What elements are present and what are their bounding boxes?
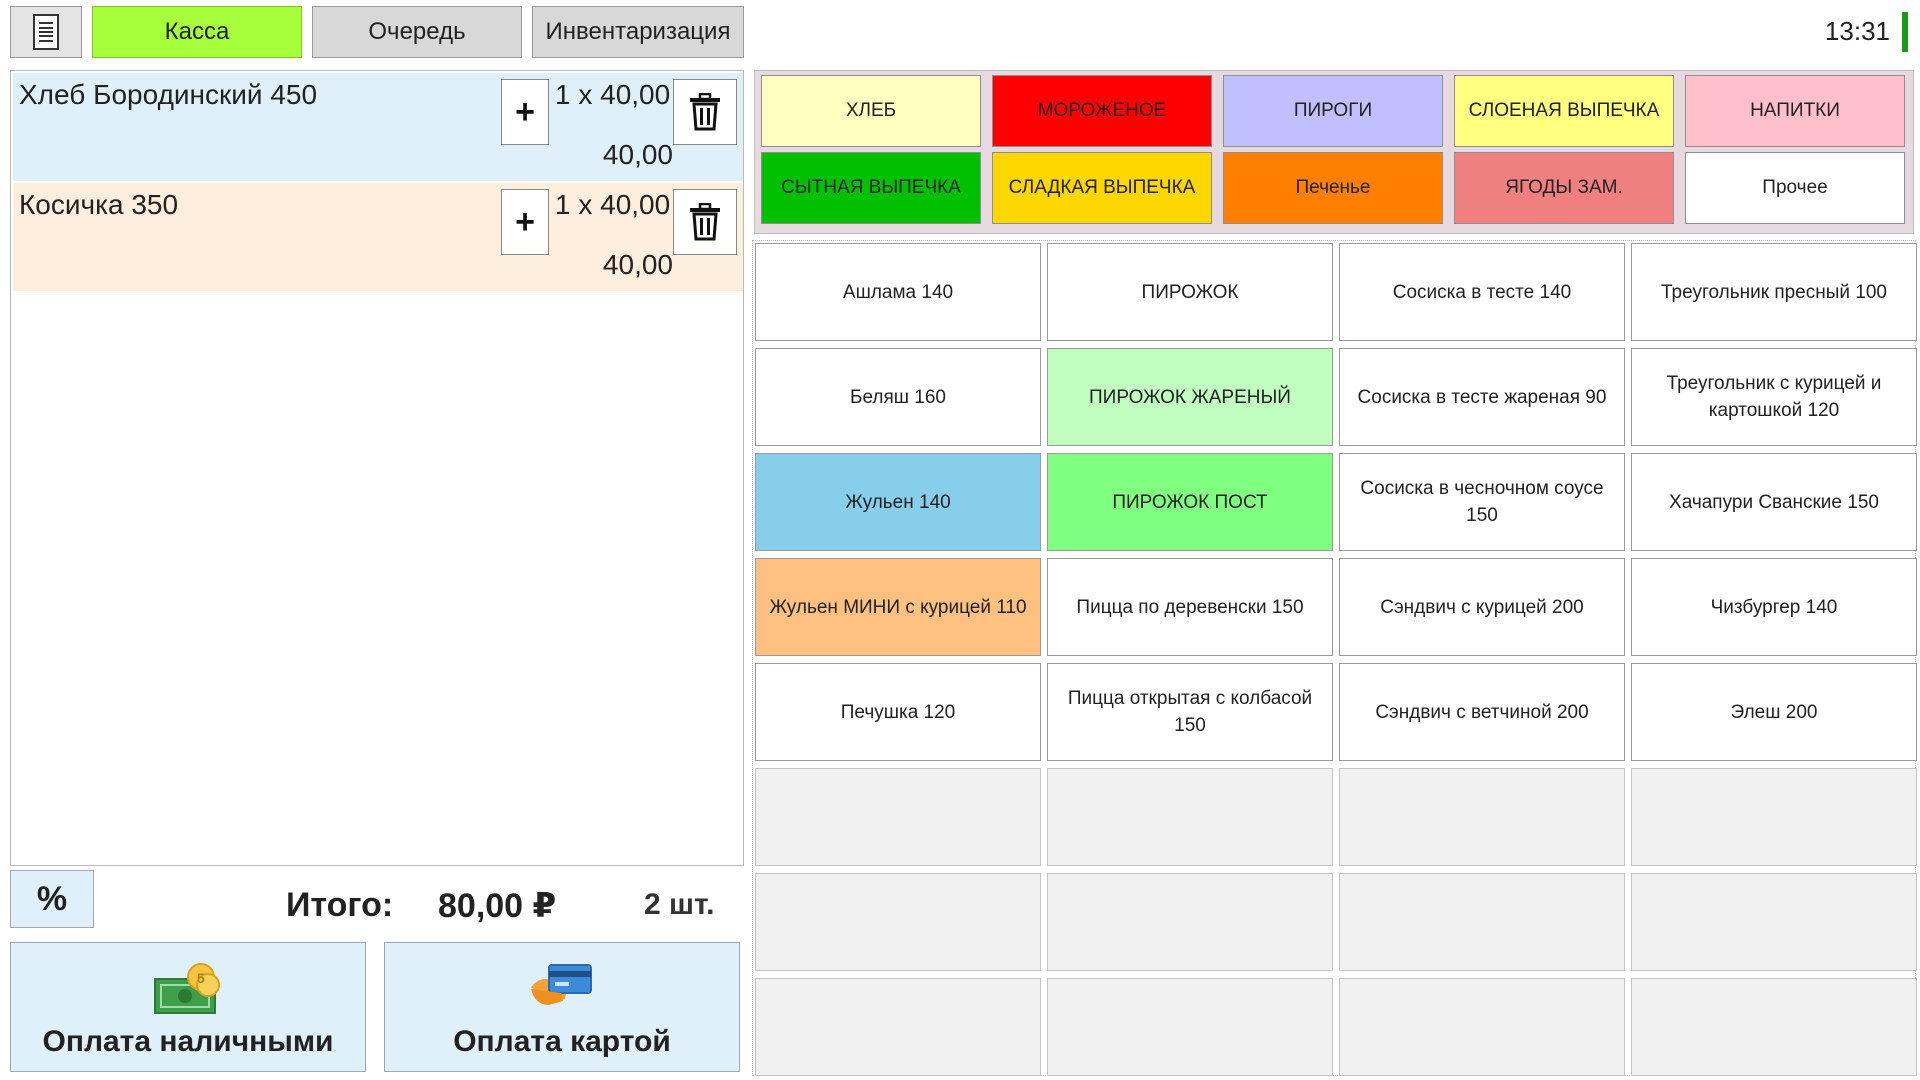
receipt-item-quantity: 1 x 40,00 — [555, 79, 671, 110]
product-button[interactable]: Сосиска в тесте 140 — [1339, 243, 1625, 341]
increase-quantity-button[interactable]: + — [501, 79, 549, 145]
category-button[interactable]: Печенье — [1223, 152, 1443, 224]
tab-queue[interactable]: Очередь — [312, 6, 522, 58]
empty-product-slot — [1047, 873, 1333, 971]
empty-product-slot — [1631, 768, 1917, 866]
pay-card-button[interactable]: Оплата картой — [384, 942, 740, 1072]
receipt-item-name: Хлеб Бородинский 450 — [19, 79, 318, 110]
category-button[interactable]: СЛАДКАЯ ВЫПЕЧКА — [992, 152, 1212, 224]
product-button[interactable]: Треугольник пресный 100 — [1631, 243, 1917, 341]
empty-product-slot — [1047, 978, 1333, 1076]
product-button[interactable]: ПИРОЖОК ЖАРЕНЫЙ — [1047, 348, 1333, 446]
pay-cash-button[interactable]: 5 Оплата наличными — [10, 942, 366, 1072]
product-button[interactable]: Жульен 140 — [755, 453, 1041, 551]
product-button[interactable]: Сэндвич с курицей 200 — [1339, 558, 1625, 656]
svg-text:5: 5 — [197, 970, 205, 986]
trash-icon — [690, 93, 720, 131]
trash-icon — [690, 203, 720, 241]
product-button[interactable]: ПИРОЖОК ПОСТ — [1047, 453, 1333, 551]
category-button[interactable]: МОРОЖЕНОЕ — [992, 75, 1212, 147]
total-value: 80,00 ₽ — [438, 887, 557, 925]
category-button[interactable]: Прочее — [1685, 152, 1905, 224]
discount-button[interactable]: % — [10, 870, 94, 928]
product-button[interactable]: Хачапури Сванские 150 — [1631, 453, 1917, 551]
product-button[interactable]: Чизбургер 140 — [1631, 558, 1917, 656]
product-button[interactable]: Сэндвич с ветчиной 200 — [1339, 663, 1625, 761]
product-button[interactable]: Сосиска в чесночном соусе 150 — [1339, 453, 1625, 551]
category-button[interactable]: НАПИТКИ — [1685, 75, 1905, 147]
clock: 13:31 — [1824, 16, 1890, 46]
receipt-list[interactable]: Хлеб Бородинский 450 + 1 x 40,00 40,00 К… — [10, 70, 744, 866]
delete-item-button[interactable] — [673, 79, 737, 145]
product-button[interactable]: Пицца по деревенски 150 — [1047, 558, 1333, 656]
empty-product-slot — [1339, 873, 1625, 971]
product-button[interactable]: Жульен МИНИ с курицей 110 — [755, 558, 1041, 656]
product-button[interactable]: ПИРОЖОК — [1047, 243, 1333, 341]
product-button[interactable]: Печушка 120 — [755, 663, 1041, 761]
receipt-item-quantity: 1 x 40,00 — [555, 189, 671, 220]
empty-product-slot — [755, 768, 1041, 866]
category-button[interactable]: ЯГОДЫ ЗАМ. — [1454, 152, 1674, 224]
document-icon — [33, 14, 59, 50]
category-button[interactable]: ПИРОГИ — [1223, 75, 1443, 147]
receipt-line[interactable]: Хлеб Бородинский 450 + 1 x 40,00 40,00 — [13, 73, 743, 181]
cash-icon: 5 — [154, 963, 220, 1014]
empty-product-slot — [1047, 768, 1333, 866]
pay-card-label: Оплата картой — [453, 1025, 671, 1058]
category-button[interactable]: ХЛЕБ — [761, 75, 981, 147]
receipt-line[interactable]: Косичка 350 + 1 x 40,00 40,00 — [13, 183, 743, 291]
card-payment-icon — [531, 964, 592, 1005]
category-button[interactable]: СЛОЕНАЯ ВЫПЕЧКА — [1454, 75, 1674, 147]
product-button[interactable]: Треугольник с курицей и картошкой 120 — [1631, 348, 1917, 446]
delete-item-button[interactable] — [673, 189, 737, 255]
receipt-item-sum: 40,00 — [602, 249, 673, 280]
empty-product-slot — [755, 873, 1041, 971]
item-count: 2 шт. — [644, 888, 715, 921]
empty-product-slot — [1631, 873, 1917, 971]
product-button[interactable]: Ашлама 140 — [755, 243, 1041, 341]
empty-product-slot — [1339, 768, 1625, 866]
product-button[interactable]: Сосиска в тесте жареная 90 — [1339, 348, 1625, 446]
product-button[interactable]: Элеш 200 — [1631, 663, 1917, 761]
product-grid: Ашлама 140 ПИРОЖОК Сосиска в тесте 140 Треу… — [752, 240, 1917, 1076]
product-button[interactable]: Беляш 160 — [755, 348, 1041, 446]
empty-product-slot — [1631, 978, 1917, 1076]
tab-inventory[interactable]: Инвентаризация — [532, 6, 744, 58]
category-button[interactable]: СЫТНАЯ ВЫПЕЧКА — [761, 152, 981, 224]
empty-product-slot — [755, 978, 1041, 1076]
status-indicator — [1902, 12, 1908, 52]
pay-cash-label: Оплата наличными — [42, 1025, 334, 1058]
product-button[interactable]: Пицца открытая с колбасой 150 — [1047, 663, 1333, 761]
total-label: Итого: — [286, 886, 394, 924]
empty-product-slot — [1339, 978, 1625, 1076]
menu-button[interactable] — [10, 6, 82, 58]
category-panel: ХЛЕБ МОРОЖЕНОЕ ПИРОГИ СЛОЕНАЯ ВЫПЕЧКА НАПИТК… — [754, 70, 1914, 234]
receipt-item-sum: 40,00 — [602, 139, 673, 170]
increase-quantity-button[interactable]: + — [501, 189, 549, 255]
tab-kassa[interactable]: Касса — [92, 6, 302, 58]
receipt-item-name: Косичка 350 — [19, 189, 179, 220]
